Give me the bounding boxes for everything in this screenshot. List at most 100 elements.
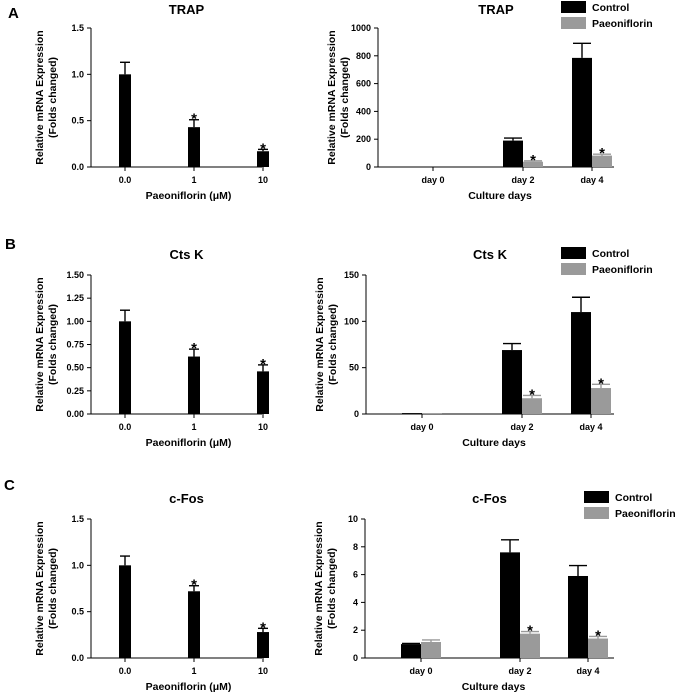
- legend-label: Control: [615, 492, 652, 504]
- y-axis-label: Relative mRNA Expression: [34, 277, 46, 411]
- y-tick-label: 200: [356, 134, 371, 144]
- bar: [523, 161, 543, 167]
- legend-swatch: [584, 507, 609, 519]
- x-tick-label: day 4: [579, 422, 602, 432]
- bar: [422, 413, 442, 414]
- legend-swatch: [561, 17, 586, 29]
- x-tick-label: 10: [258, 666, 268, 676]
- y-tick-label: 0.25: [66, 386, 84, 396]
- bar: [188, 127, 200, 167]
- bar: [402, 413, 422, 414]
- bar: [188, 591, 200, 658]
- y-tick-label: 1.5: [71, 514, 84, 524]
- legend-swatch: [561, 1, 586, 13]
- y-tick-label: 8: [353, 542, 358, 552]
- significance-star: *: [530, 152, 536, 169]
- y-tick-label: 1.50: [66, 270, 84, 280]
- chart-A-dose: A TRAP 0.0 0.5 1.0 1.5 0.0 1 10 * * Relative mRNA E…: [8, 2, 269, 202]
- y-axis-label: (Folds changed): [47, 57, 59, 138]
- x-tick-label: 1: [191, 422, 196, 432]
- bar: [502, 350, 522, 414]
- chart-B-dose: B Cts K 0.00 0.25 0.50 0.75 1.00 1.25 1.50 0.0 1 10…: [5, 236, 269, 449]
- legend-label: Paeoniflorin: [592, 18, 653, 30]
- y-tick-label: 1.0: [71, 560, 84, 570]
- bar: [119, 565, 131, 658]
- y-tick-label: 0: [354, 409, 359, 419]
- y-tick-label: 400: [356, 106, 371, 116]
- bar: [520, 633, 540, 658]
- significance-star: *: [598, 375, 604, 392]
- significance-star: *: [529, 386, 535, 403]
- bar: [119, 321, 131, 414]
- y-axis-label: Relative mRNA Expression: [326, 30, 338, 164]
- x-axis-label: Culture days: [462, 681, 526, 693]
- x-tick-label: day 0: [409, 666, 432, 676]
- x-axis-label: Paeoniflorin (μM): [146, 681, 232, 693]
- x-tick-label: day 2: [508, 666, 531, 676]
- chart-title: Cts K: [170, 247, 205, 262]
- chart-B-time: Cts K 0 50 100 150 day 0 day 2 day 4 * * Relative …: [314, 247, 653, 449]
- bar: [188, 356, 200, 414]
- significance-star: *: [260, 356, 266, 373]
- significance-star: *: [191, 340, 197, 357]
- y-axis-label: Relative mRNA Expression: [34, 30, 46, 164]
- x-tick-label: 10: [258, 422, 268, 432]
- y-axis-label: Relative mRNA Expression: [34, 521, 46, 655]
- y-tick-label: 0.0: [71, 653, 84, 663]
- panel-letter: C: [4, 477, 15, 494]
- bar: [568, 575, 588, 658]
- x-axis-label: Culture days: [468, 190, 532, 202]
- bar: [503, 140, 523, 167]
- y-tick-label: 4: [353, 597, 358, 607]
- x-tick-label: 0.0: [119, 666, 132, 676]
- x-axis-label: Paeoniflorin (μM): [146, 437, 232, 449]
- x-tick-label: 10: [258, 175, 268, 185]
- bar: [571, 312, 591, 414]
- y-tick-label: 0.00: [66, 409, 84, 419]
- significance-star: *: [191, 577, 197, 594]
- chart-C-time: c-Fos 0 2 4 6 8 10 day 0 day 2 day 4 * * Relative mR…: [313, 491, 675, 693]
- y-tick-label: 0.0: [71, 162, 84, 172]
- legend-swatch: [584, 491, 609, 503]
- y-tick-label: 2: [353, 625, 358, 635]
- chart-title: Cts K: [473, 247, 508, 262]
- chart-C-dose: Cc-Fos 0.0 0.5 1.0 1.5 0.0 1 10 * * Relative mRNA …: [4, 477, 269, 693]
- chart-title: TRAP: [478, 2, 514, 17]
- legend-swatch: [561, 247, 586, 259]
- bar: [588, 638, 608, 658]
- y-tick-label: 6: [353, 570, 358, 580]
- x-tick-label: 0.0: [119, 175, 132, 185]
- y-axis-label: (Folds changed): [327, 304, 339, 385]
- y-tick-label: 1.00: [66, 316, 84, 326]
- bar: [500, 552, 520, 658]
- x-tick-label: 0.0: [119, 422, 132, 432]
- panel-letter: B: [5, 236, 16, 253]
- x-tick-label: day 0: [410, 422, 433, 432]
- y-tick-label: 0.75: [66, 340, 84, 350]
- y-tick-label: 0.5: [71, 607, 84, 617]
- x-axis-label: Culture days: [462, 437, 526, 449]
- significance-star: *: [260, 619, 266, 636]
- chart-A-time: TRAP 0 200 400 600 800 1000 day 0 day 2 day 4 * * Re…: [326, 1, 653, 202]
- x-tick-label: day 0: [421, 175, 444, 185]
- x-tick-label: day 2: [511, 175, 534, 185]
- y-tick-label: 10: [348, 514, 358, 524]
- bar: [257, 632, 269, 658]
- legend-swatch: [561, 263, 586, 275]
- x-tick-label: day 4: [576, 666, 599, 676]
- y-tick-label: 0.5: [71, 116, 84, 126]
- chart-title: TRAP: [169, 2, 205, 17]
- y-tick-label: 1.5: [71, 23, 84, 33]
- y-tick-label: 600: [356, 79, 371, 89]
- legend-label: Paeoniflorin: [592, 264, 653, 276]
- bar: [401, 644, 421, 658]
- x-tick-label: day 4: [580, 175, 603, 185]
- x-tick-label: 1: [191, 666, 196, 676]
- y-tick-label: 1000: [351, 23, 371, 33]
- chart-title: c-Fos: [472, 491, 507, 506]
- significance-star: *: [191, 111, 197, 128]
- y-tick-label: 50: [349, 363, 359, 373]
- y-axis-label: Relative mRNA Expression: [314, 277, 326, 411]
- significance-star: *: [260, 140, 266, 157]
- panel-letter: A: [8, 5, 19, 22]
